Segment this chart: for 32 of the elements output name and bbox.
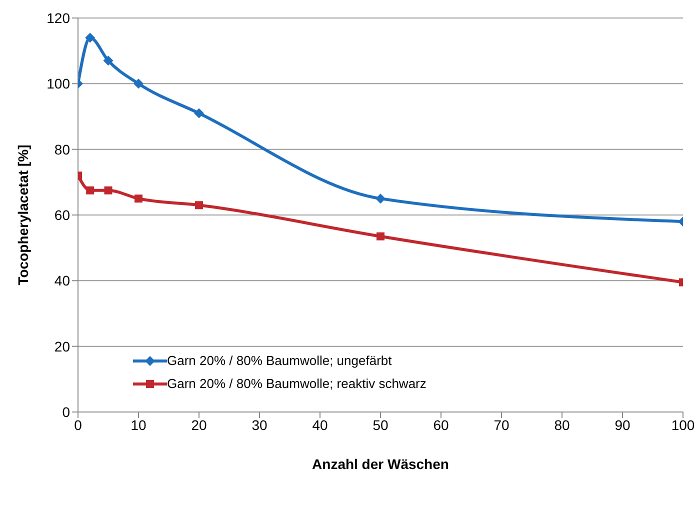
y-tick-label: 40 xyxy=(54,272,70,289)
point xyxy=(134,194,142,203)
point xyxy=(104,186,112,194)
point xyxy=(194,108,204,118)
x-tick-label: 50 xyxy=(372,416,388,433)
y-tick-label: 20 xyxy=(54,338,70,354)
y-tick-label: 100 xyxy=(46,76,70,92)
point xyxy=(376,194,386,204)
x-tick-label: 10 xyxy=(130,416,146,433)
point xyxy=(376,232,384,240)
x-tick-label: 20 xyxy=(191,416,207,433)
y-tick-label: 60 xyxy=(54,206,70,223)
x-tick-label: 60 xyxy=(433,416,449,433)
x-tick-label: 70 xyxy=(494,416,510,433)
y-axis-title: Tocopherylacetat [%] xyxy=(14,144,31,286)
point xyxy=(134,78,144,89)
y-tick-label: 80 xyxy=(54,141,70,158)
point xyxy=(103,56,114,66)
point xyxy=(86,186,94,194)
y-tick-label: 120 xyxy=(46,10,70,26)
x-axis-title: Anzahl der Wäschen xyxy=(312,456,449,472)
x-tick-label: 0 xyxy=(74,416,82,433)
x-tick-label: 30 xyxy=(252,416,268,433)
x-tick-label: 80 xyxy=(554,416,570,433)
point xyxy=(85,32,96,43)
legend-label: Garn 20% / 80% Baumwolle; reaktiv schwarz xyxy=(167,376,426,391)
x-tick-label: 40 xyxy=(312,416,328,433)
legend-label: Garn 20% / 80% Baumwolle; ungefärbt xyxy=(167,353,392,368)
point xyxy=(195,201,203,210)
y-tick-label: 0 xyxy=(62,404,70,420)
x-tick-label: 100 xyxy=(671,416,695,433)
x-tick-label: 90 xyxy=(614,416,630,433)
